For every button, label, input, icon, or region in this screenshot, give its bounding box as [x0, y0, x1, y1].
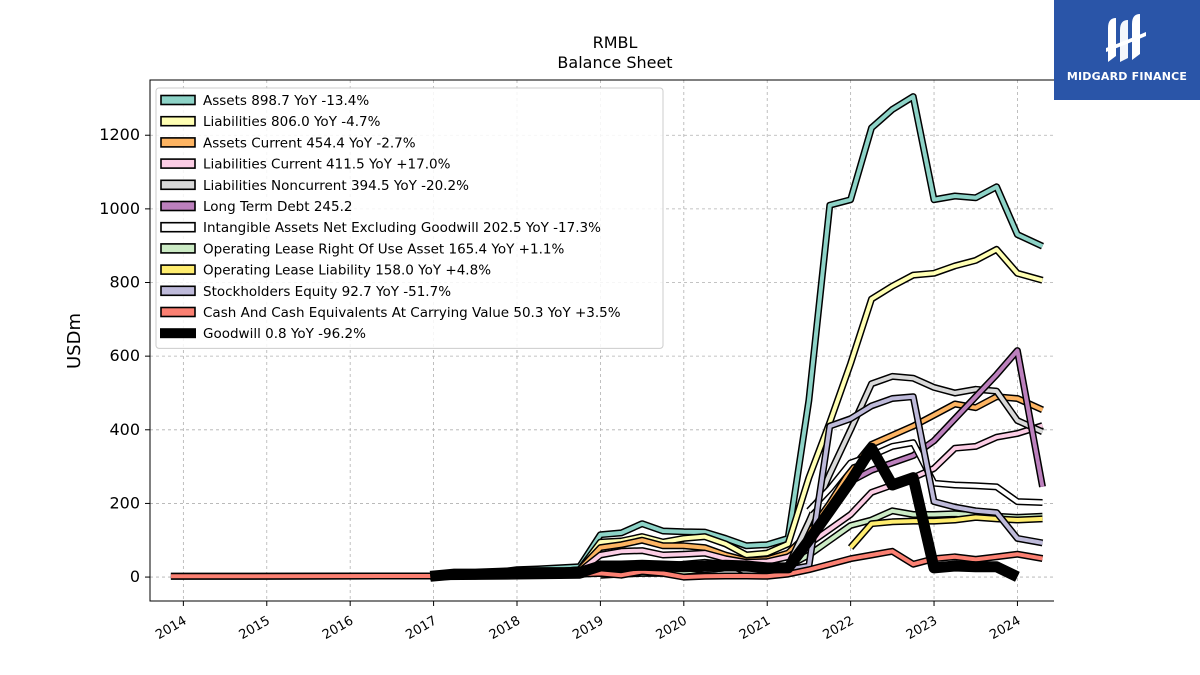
legend-label: Liabilities Noncurrent 394.5 YoY -20.2%	[203, 178, 469, 194]
legend-swatch	[160, 243, 196, 254]
legend-swatch	[160, 306, 196, 318]
legend-label: Operating Lease Right Of Use Asset 165.4…	[203, 241, 564, 257]
x-tick-label: 2018	[487, 613, 523, 643]
x-tick-label: 2019	[570, 613, 606, 643]
legend-swatch	[160, 328, 196, 339]
legend-label: Long Term Debt 245.2	[203, 199, 352, 215]
legend-swatch	[160, 115, 196, 127]
legend-entry: Operating Lease Right Of Use Asset 165.4…	[160, 241, 564, 257]
legend-label: Intangible Assets Net Excluding Goodwill…	[203, 220, 601, 236]
x-tick-label: 2014	[153, 613, 189, 643]
legend-swatch	[160, 137, 196, 148]
legend-entry: Cash And Cash Equivalents At Carrying Va…	[160, 305, 621, 321]
legend-label: Liabilities Current 411.5 YoY +17.0%	[203, 157, 451, 173]
legend-swatch	[160, 94, 196, 106]
x-tick-label: 2022	[820, 613, 856, 643]
legend-label: Cash And Cash Equivalents At Carrying Va…	[203, 305, 621, 321]
chart-subtitle: Balance Sheet	[557, 53, 672, 72]
legend-entry: Intangible Assets Net Excluding Goodwill…	[160, 220, 601, 236]
legend-entry: Assets Current 454.4 YoY -2.7%	[160, 135, 416, 151]
midgard-m-logo-icon	[1106, 14, 1146, 62]
legend-box	[155, 87, 664, 349]
x-tick-label: 2024	[987, 613, 1023, 643]
legend-entry: Stockholders Equity 92.7 YoY -51.7%	[160, 284, 451, 300]
y-tick-label: 600	[109, 346, 140, 365]
brand-name: MIDGARD FINANCE	[1066, 70, 1188, 83]
y-tick-label: 200	[109, 493, 140, 512]
legend-swatch	[160, 158, 196, 169]
x-tick-label: 2016	[320, 613, 356, 643]
legend-entry: Liabilities 806.0 YoY -4.7%	[160, 114, 381, 130]
y-tick-label: 400	[109, 420, 140, 439]
legend-label: Operating Lease Liability 158.0 YoY +4.8…	[203, 263, 491, 279]
series-line-8	[847, 513, 1043, 550]
legend-label: Assets 898.7 YoY -13.4%	[203, 93, 369, 109]
y-tick-label: 0	[130, 567, 140, 586]
chart-title: RMBL	[593, 33, 638, 52]
legend-swatch	[160, 221, 196, 233]
legend-entry: Long Term Debt 245.2	[160, 199, 352, 215]
legend: Assets 898.7 YoY -13.4% Liabilities 806.0…	[155, 87, 664, 349]
midgard-finance-logo: MIDGARD FINANCE	[1054, 0, 1200, 100]
plot-frame	[149, 79, 1054, 602]
legend-entry: Assets 898.7 YoY -13.4%	[160, 93, 369, 109]
x-tick-label: 2021	[737, 613, 773, 643]
legend-label: Goodwill 0.8 YoY -96.2%	[203, 326, 366, 342]
y-tick-label: 800	[109, 273, 140, 292]
legend-entry: Operating Lease Liability 158.0 YoY +4.8…	[160, 263, 491, 279]
balance-sheet-chart: 0 200 400 600 800 1000 1200 2014 2015 2016 2017 201…	[64, 33, 1054, 643]
x-tick-label: 2020	[654, 613, 690, 643]
y-tick-label: 1000	[99, 199, 140, 218]
x-tick-label: 2023	[904, 613, 940, 643]
legend-entry: Liabilities Noncurrent 394.5 YoY -20.2%	[160, 178, 469, 194]
legend-label: Stockholders Equity 92.7 YoY -51.7%	[203, 284, 451, 300]
legend-swatch	[160, 200, 196, 212]
legend-swatch	[160, 264, 196, 275]
x-tick-label: 2017	[403, 613, 439, 643]
y-axis-label: USDm	[64, 313, 85, 369]
legend-entry: Liabilities Current 411.5 YoY +17.0%	[160, 157, 451, 173]
series-lines	[170, 93, 1046, 582]
legend-entry: Goodwill 0.8 YoY -96.2%	[160, 326, 366, 342]
legend-label: Assets Current 454.4 YoY -2.7%	[203, 135, 416, 151]
series-core	[849, 515, 1043, 549]
legend-swatch	[160, 179, 196, 191]
legend-swatch	[160, 285, 196, 297]
series-line-11	[429, 442, 1020, 582]
series-core	[429, 444, 1020, 581]
y-tick-label: 1200	[99, 125, 140, 144]
legend-label: Liabilities 806.0 YoY -4.7%	[203, 114, 381, 130]
x-tick-label: 2015	[237, 613, 273, 643]
